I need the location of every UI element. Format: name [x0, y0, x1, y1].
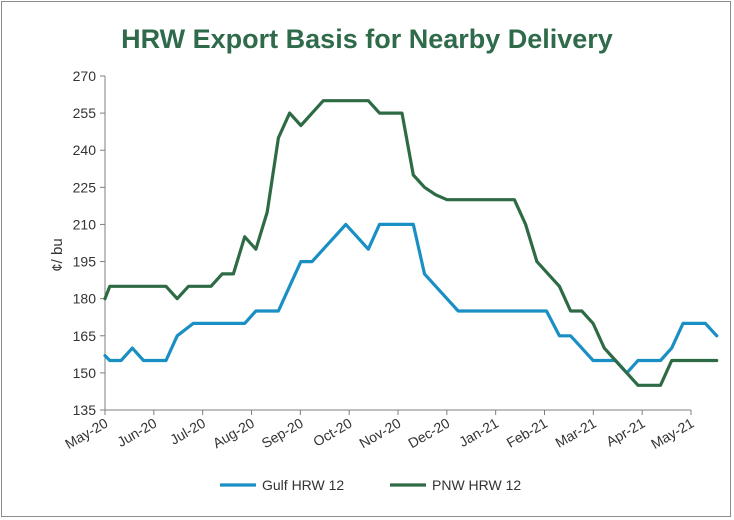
- legend-label: PNW HRW 12: [432, 477, 521, 493]
- y-tick-label: 240: [73, 142, 97, 158]
- x-tick-label: May-21: [648, 415, 697, 452]
- y-tick-label: 270: [73, 68, 97, 84]
- tick-labels: 135 150 165 180 195 210 225 240 255 270 May-20 Jun-…: [62, 68, 697, 452]
- x-tick-label: Oct-20: [310, 415, 355, 450]
- y-tick-label: 165: [73, 328, 97, 344]
- legend-label: Gulf HRW 12: [262, 477, 344, 493]
- axes: [100, 75, 692, 415]
- y-tick-label: 210: [73, 216, 97, 232]
- y-tick-label: 195: [73, 254, 97, 270]
- series-lines: [103, 99, 719, 387]
- y-axis-label: ¢/ bu: [49, 238, 66, 271]
- x-tick-label: Jul-20: [167, 415, 208, 448]
- x-tick-label: Aug-20: [210, 415, 257, 452]
- series-line-gulf: [103, 222, 719, 375]
- y-tick-label: 225: [73, 179, 97, 195]
- y-tick-label: 180: [73, 291, 97, 307]
- x-tick-label: Dec-20: [405, 415, 452, 452]
- x-tick-label: Nov-20: [356, 415, 403, 452]
- x-tick-label: Apr-21: [603, 415, 648, 450]
- x-tick-label: Feb-21: [504, 415, 551, 451]
- legend: Gulf HRW 12 PNW HRW 12: [220, 477, 521, 493]
- x-tick-label: Jan-21: [456, 415, 501, 450]
- x-tick-label: Sep-20: [259, 415, 306, 452]
- chart-title: HRW Export Basis for Nearby Delivery: [121, 24, 613, 54]
- x-tick-label: Jun-20: [114, 415, 159, 450]
- y-tick-label: 255: [73, 105, 97, 121]
- series-line-pnw: [103, 99, 719, 387]
- y-tick-label: 135: [73, 402, 97, 418]
- y-tick-label: 150: [73, 365, 97, 381]
- x-tick-label: Mar-21: [552, 415, 599, 451]
- x-tick-label: May-20: [62, 415, 111, 452]
